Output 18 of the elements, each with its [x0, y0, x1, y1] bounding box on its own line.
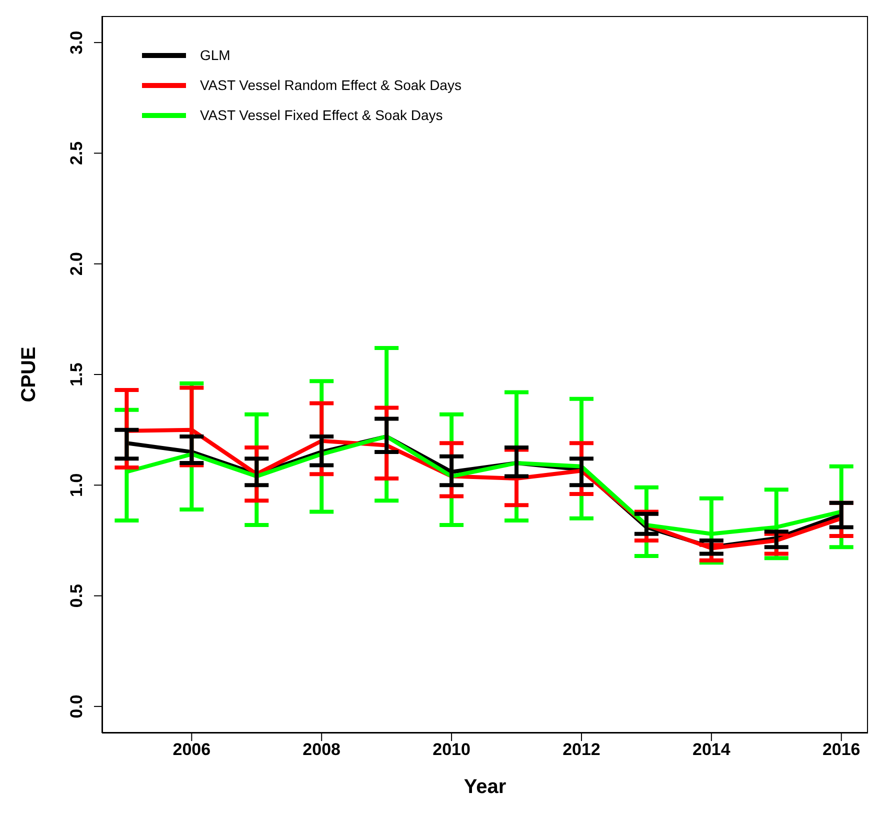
x-tick-label: 2006 — [172, 740, 211, 760]
x-axis-title: Year — [464, 776, 506, 798]
y-tick-label: 0.0 — [67, 694, 86, 718]
y-tick-label: 2.0 — [67, 252, 86, 276]
legend-label: VAST Vessel Random Effect & Soak Days — [200, 77, 462, 93]
legend-label: GLM — [200, 47, 230, 63]
y-tick-label: 1.5 — [67, 362, 86, 386]
y-tick-label: 3.0 — [67, 30, 86, 54]
y-tick-label: 1.0 — [67, 473, 86, 497]
y-tick-label: 0.5 — [67, 584, 86, 608]
x-tick-label: 2012 — [562, 740, 600, 760]
x-tick-label: 2016 — [822, 740, 860, 760]
x-tick-label: 2008 — [302, 740, 341, 760]
y-tick-label: 2.5 — [67, 141, 86, 166]
x-tick-label: 2010 — [432, 740, 470, 760]
x-tick-label: 2014 — [692, 740, 731, 760]
y-axis-title: CPUE — [18, 346, 40, 402]
legend-label: VAST Vessel Fixed Effect & Soak Days — [200, 107, 443, 123]
